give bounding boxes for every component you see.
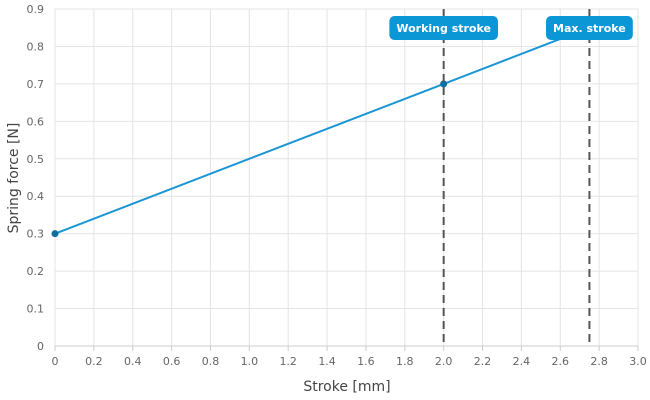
y-axis-ticks: 0 0.1 0.2 0.3 0.4 0.5 0.6 0.7 0.8 0.9	[27, 3, 45, 353]
x-tick-label: 2.4	[513, 355, 531, 368]
annotation-label: Max. stroke	[553, 22, 626, 35]
annotation-flag: Max. stroke	[546, 16, 633, 40]
x-tick-label: 0.8	[202, 355, 220, 368]
series-layer	[51, 26, 590, 238]
x-tick-label: 0.2	[85, 355, 103, 368]
x-tick-label: 0	[52, 355, 59, 368]
annotation-flag-bg	[389, 16, 498, 40]
x-axis-title: Stroke [mm]	[303, 379, 390, 395]
x-tick-label: 1.0	[241, 355, 259, 368]
annotations-layer: Working stroke Max. stroke	[389, 9, 633, 346]
x-tick-label: 2.8	[590, 355, 608, 368]
y-tick-label: 0.9	[27, 3, 45, 16]
y-tick-label: 0.2	[27, 265, 45, 278]
data-point-marker[interactable]	[51, 230, 59, 238]
y-tick-label: 0	[37, 340, 44, 353]
y-tick-label: 0.6	[27, 115, 45, 128]
x-tick-label: 3.0	[629, 355, 647, 368]
x-tick-label: 0.4	[124, 355, 142, 368]
series-line	[54, 26, 590, 235]
annotation-label: Working stroke	[396, 22, 491, 35]
y-tick-label: 0.8	[27, 40, 45, 53]
x-tick-label: 2.0	[435, 355, 453, 368]
data-point-marker[interactable]	[440, 80, 448, 88]
y-tick-label: 0.3	[27, 228, 45, 241]
annotation-flag-bg	[546, 16, 633, 40]
x-tick-label: 2.6	[552, 355, 570, 368]
y-tick-label: 0.1	[27, 303, 45, 316]
y-tick-label: 0.4	[27, 190, 45, 203]
x-tick-label: 1.2	[279, 355, 297, 368]
x-tick-label: 2.2	[474, 355, 492, 368]
x-tick-label: 1.8	[396, 355, 414, 368]
x-tick-label: 1.4	[318, 355, 336, 368]
grid	[54, 8, 639, 351]
y-tick-label: 0.7	[27, 78, 45, 91]
x-axis-ticks: 0 0.2 0.4 0.6 0.8 1.0 1.2 1.4 1.6 1.8 2.0 2.2 2.4 2.6…	[52, 355, 647, 368]
x-tick-label: 1.6	[357, 355, 375, 368]
x-tick-label: 0.6	[163, 355, 181, 368]
y-tick-label: 0.5	[27, 153, 45, 166]
annotation-flag: Working stroke	[389, 16, 498, 40]
y-axis-title: Spring force [N]	[6, 123, 22, 234]
